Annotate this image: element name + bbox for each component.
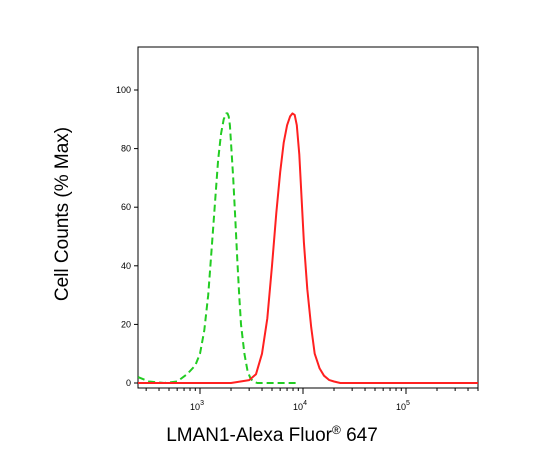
y-axis-title: Cell Counts (% Max) <box>52 127 73 301</box>
y-tick-label: 80 <box>121 144 131 154</box>
x-axis-ticks: 103 104 105 <box>145 388 479 412</box>
x-tick-label: 103 <box>190 400 204 412</box>
y-tick-label: 20 <box>121 319 131 329</box>
plot-frame <box>137 46 479 389</box>
x-axis-title-main: LMAN1-Alexa Fluor <box>166 425 332 446</box>
y-tick-label: 40 <box>121 261 131 271</box>
x-axis-title-superscript: ® <box>332 423 341 437</box>
x-axis-title-suffix: 647 <box>341 425 378 446</box>
x-axis-title: LMAN1-Alexa Fluor® 647 <box>166 423 378 446</box>
series-line-dashed <box>138 112 299 384</box>
y-tick-label: 0 <box>126 378 131 388</box>
series-layer <box>138 112 478 384</box>
y-tick-label: 100 <box>116 85 131 95</box>
x-tick-label: 104 <box>293 400 307 412</box>
y-tick-label: 60 <box>121 202 131 212</box>
y-axis-ticks: 0 20 40 60 80 100 <box>116 85 138 388</box>
x-tick-label: 105 <box>396 400 410 412</box>
series-line-solid <box>138 112 478 384</box>
